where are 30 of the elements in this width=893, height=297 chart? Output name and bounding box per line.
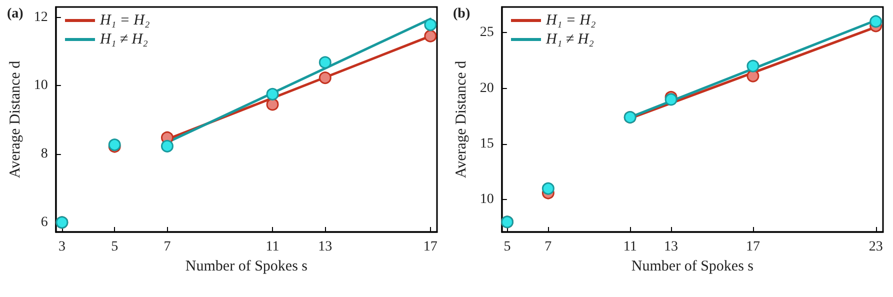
legend-label: H₁ = H₂ bbox=[545, 12, 596, 28]
y-tick-label: 6 bbox=[40, 214, 48, 230]
y-axis-title: Average Distance d bbox=[8, 60, 24, 178]
y-tick-label: 12 bbox=[34, 10, 48, 25]
x-tick-label: 11 bbox=[623, 240, 637, 254]
x-tick-label: 17 bbox=[423, 240, 438, 254]
x-tick-label: 13 bbox=[664, 240, 678, 254]
legend-label: H₁ = H₂ bbox=[99, 12, 150, 28]
chart-title: (b) bbox=[453, 6, 470, 22]
x-tick-label: 5 bbox=[111, 240, 118, 254]
x-axis-title: Number of Spokes s bbox=[185, 258, 308, 274]
y-axis-title: Average Distance d bbox=[454, 60, 470, 178]
legend-label: H₁ ≠ H₂ bbox=[545, 32, 594, 48]
x-axis-title: Number of Spokes s bbox=[631, 258, 754, 274]
y-tick-label: 20 bbox=[480, 80, 494, 96]
x-tick-label: 7 bbox=[544, 240, 552, 254]
y-tick-label: 10 bbox=[480, 192, 494, 208]
y-tick-label: 15 bbox=[480, 136, 494, 152]
y-tick-label: 10 bbox=[34, 78, 48, 94]
y-tick-label: 8 bbox=[40, 146, 48, 162]
x-tick-label: 13 bbox=[318, 240, 332, 254]
legend-label: H₁ ≠ H₂ bbox=[99, 32, 148, 48]
y-tick-label: 25 bbox=[480, 25, 494, 40]
x-tick-label: 23 bbox=[868, 240, 883, 254]
x-tick-label: 5 bbox=[504, 240, 511, 254]
x-tick-label: 3 bbox=[58, 240, 66, 254]
x-tick-label: 17 bbox=[746, 240, 760, 254]
x-tick-label: 7 bbox=[164, 240, 171, 254]
x-tick-label: 11 bbox=[266, 240, 280, 254]
chart-title: (a) bbox=[7, 6, 24, 22]
